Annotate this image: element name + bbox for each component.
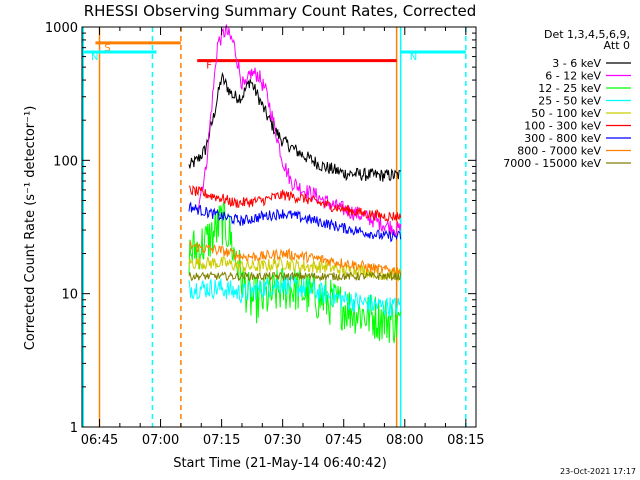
x-tick-label: 07:15 xyxy=(203,433,240,448)
legend-entry-label: 300 - 800 keV xyxy=(524,132,601,145)
series-line xyxy=(188,270,402,282)
series-line xyxy=(188,184,402,223)
footer-timestamp: 23-Oct-2021 17:17 xyxy=(560,467,636,476)
plot-frame xyxy=(82,27,476,427)
legend-entry-label: 12 - 25 keV xyxy=(538,82,601,95)
plot-content: SN NF xyxy=(82,24,467,427)
x-tick-label: 08:00 xyxy=(386,433,423,448)
legend-entry-label: 3 - 6 keV xyxy=(552,57,601,70)
plot-area xyxy=(82,27,476,427)
series-line xyxy=(196,24,402,237)
y-tick-label: 10 xyxy=(61,288,78,303)
legend-entry-label: 50 - 100 keV xyxy=(531,107,601,120)
series-line xyxy=(188,201,402,243)
x-axis-label: Start Time (21-May-14 06:40:42) xyxy=(173,456,387,471)
flag-label: N xyxy=(91,52,98,63)
series-line xyxy=(188,274,402,318)
x-tick-label: 07:30 xyxy=(264,433,301,448)
flag-label: F xyxy=(206,61,212,72)
y-tick-label: 1000 xyxy=(45,21,78,36)
series-line xyxy=(188,240,402,276)
x-tick-label: 08:15 xyxy=(447,433,484,448)
chart-title: RHESSI Observing Summary Count Rates, Co… xyxy=(84,2,477,20)
flag-label: S xyxy=(104,43,110,54)
x-tick-label: 07:45 xyxy=(325,433,362,448)
axis-box xyxy=(81,26,477,428)
axes: 1 10 100 1000 06:45 07:00 07:15 07:30 07:45 08:00… xyxy=(45,21,485,448)
legend-entry-label: 100 - 300 keV xyxy=(524,120,601,133)
legend-entry-label: 6 - 12 keV xyxy=(545,70,601,83)
legend-header-line: Det 1,3,4,5,6,9, xyxy=(544,28,630,41)
x-tick-label: 06:45 xyxy=(81,433,118,448)
flag-label: N xyxy=(410,52,417,63)
y-axis-label: Corrected Count Rate (s⁻¹ detector⁻¹) xyxy=(23,106,38,351)
legend-header-line: Att 0 xyxy=(604,39,630,52)
x-tick-label: 07:00 xyxy=(142,433,179,448)
y-tick-label: 1 xyxy=(70,421,78,436)
legend-entry-label: 25 - 50 keV xyxy=(538,95,601,108)
legend-entry-label: 7000 - 15000 keV xyxy=(503,157,601,170)
series-line xyxy=(188,71,402,182)
legend-header: Det 1,3,4,5,6,9,Att 0 xyxy=(544,28,630,52)
y-tick-label: 100 xyxy=(53,154,78,169)
legend-entry-label: 800 - 7000 keV xyxy=(517,145,601,158)
